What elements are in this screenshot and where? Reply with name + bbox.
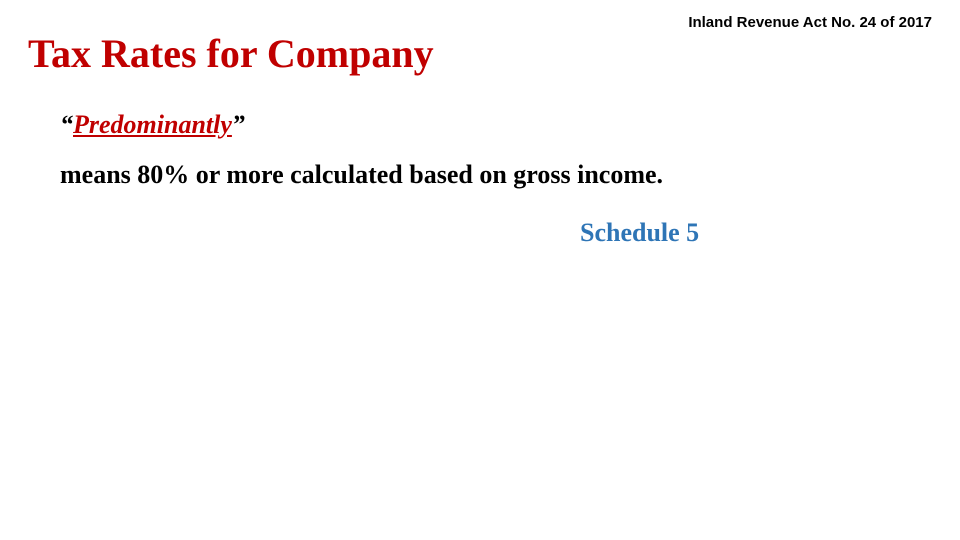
- term-heading: “Predominantly”: [60, 110, 245, 140]
- slide: Inland Revenue Act No. 24 of 2017 Tax Ra…: [0, 0, 960, 540]
- open-quote: “: [60, 110, 73, 139]
- close-quote: ”: [232, 110, 245, 139]
- term-definition: means 80% or more calculated based on gr…: [60, 160, 663, 190]
- defined-term: Predominantly: [73, 110, 232, 139]
- act-reference: Inland Revenue Act No. 24 of 2017: [688, 14, 932, 31]
- slide-title: Tax Rates for Company: [28, 30, 434, 77]
- schedule-reference: Schedule 5: [580, 218, 699, 248]
